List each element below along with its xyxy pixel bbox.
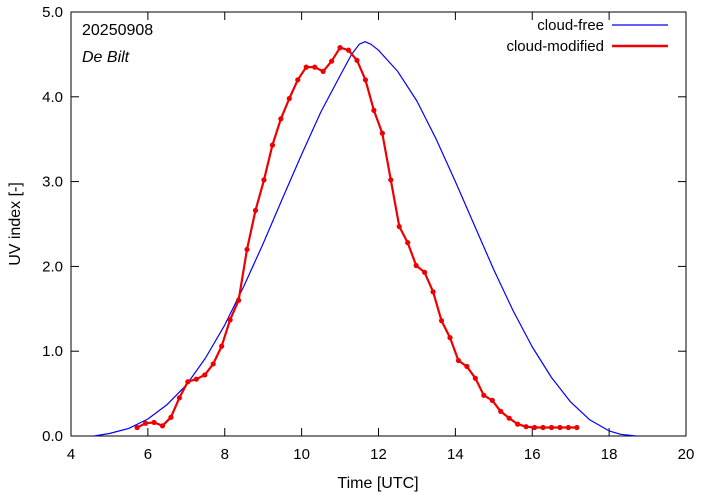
data-point-cloud-modified: [548, 424, 555, 431]
data-point-cloud-modified: [379, 130, 385, 136]
data-point-cloud-modified: [531, 424, 538, 431]
data-point-cloud-modified: [388, 177, 394, 183]
data-point-cloud-modified: [481, 392, 487, 398]
data-point-cloud-modified: [168, 414, 174, 420]
data-point-cloud-modified: [210, 361, 216, 367]
data-point-cloud-modified: [142, 420, 149, 426]
data-point-cloud-modified: [489, 397, 495, 403]
data-point-cloud-modified: [252, 207, 259, 214]
data-point-cloud-modified: [354, 57, 360, 63]
location-annotation: De Bilt: [82, 49, 130, 66]
data-point-cloud-modified: [438, 318, 445, 324]
y-tick-label: 1.0: [42, 343, 63, 360]
data-point-cloud-modified: [286, 95, 292, 102]
data-point-cloud-modified: [557, 424, 563, 431]
x-tick-label: 6: [144, 446, 152, 463]
date-annotation: 20250908: [82, 22, 153, 39]
data-point-cloud-modified: [337, 45, 343, 51]
data-point-cloud-modified: [235, 297, 242, 303]
data-point-cloud-modified: [413, 262, 419, 269]
data-point-cloud-modified: [565, 424, 571, 431]
data-point-cloud-modified: [219, 343, 225, 349]
y-axis-ticks: 0.0 1.0 2.0 3.0 4.0 5.0: [42, 4, 686, 445]
y-tick-label: 5.0: [42, 4, 63, 21]
x-tick-label: 10: [293, 446, 310, 463]
legend-label-cloud-modified: cloud-modified: [506, 38, 604, 55]
data-point-cloud-modified: [159, 423, 166, 429]
x-tick-label: 14: [447, 446, 464, 463]
data-point-cloud-modified: [345, 47, 352, 53]
data-point-cloud-modified: [396, 223, 402, 230]
data-point-cloud-modified: [185, 379, 191, 385]
data-point-cloud-modified: [244, 246, 250, 253]
data-point-cloud-modified: [455, 357, 462, 364]
data-point-cloud-modified: [227, 317, 233, 323]
y-axis-title: UV index [-]: [7, 182, 24, 266]
data-point-cloud-modified: [498, 408, 504, 415]
data-point-cloud-modified: [295, 77, 301, 83]
x-tick-label: 16: [524, 446, 541, 463]
data-point-cloud-modified: [329, 58, 335, 64]
data-point-cloud-modified: [134, 424, 140, 431]
data-point-cloud-modified: [371, 107, 377, 113]
x-axis-title: Time [UTC]: [337, 475, 418, 492]
data-point-cloud-modified: [506, 415, 512, 421]
plot-frame: [70, 11, 687, 437]
y-tick-label: 4.0: [42, 89, 63, 106]
y-tick-label: 0.0: [42, 428, 63, 445]
y-tick-label: 2.0: [42, 258, 63, 275]
data-point-cloud-modified: [515, 421, 521, 427]
series-layer: [94, 41, 637, 437]
data-point-cloud-modified: [278, 116, 284, 122]
data-point-cloud-modified: [447, 335, 453, 341]
x-tick-label: 12: [370, 446, 387, 463]
data-point-cloud-modified: [464, 363, 470, 370]
x-tick-label: 18: [601, 446, 618, 463]
axes: [70, 11, 687, 437]
data-point-cloud-modified: [523, 424, 529, 430]
data-point-cloud-modified: [261, 177, 267, 183]
data-point-cloud-modified: [472, 375, 478, 381]
data-point-cloud-modified: [540, 424, 546, 431]
data-point-cloud-modified: [303, 64, 309, 70]
data-point-cloud-modified: [320, 68, 326, 74]
data-point-cloud-modified: [362, 77, 369, 83]
series-line-cloud-modified: [136, 46, 577, 429]
data-point-cloud-modified: [269, 142, 276, 148]
y-tick-label: 3.0: [42, 174, 63, 191]
legend-label-cloud-free: cloud-free: [537, 17, 604, 34]
data-point-cloud-modified: [312, 64, 318, 70]
data-point-cloud-modified: [422, 269, 428, 275]
data-point-cloud-modified: [151, 419, 157, 426]
data-point-cloud-modified: [430, 289, 436, 295]
x-axis-ticks: 4 6 8 10 12 14 16 18 20: [67, 12, 695, 463]
series-line-cloud-free: [94, 41, 637, 437]
data-point-cloud-modified: [193, 376, 199, 382]
data-point-cloud-modified: [202, 372, 208, 378]
x-tick-label: 4: [67, 446, 75, 463]
legend: cloud-free cloud-modified: [506, 17, 668, 55]
x-tick-label: 8: [221, 446, 229, 463]
data-point-cloud-modified: [405, 240, 411, 246]
data-point-cloud-modified: [176, 395, 182, 401]
data-point-cloud-modified: [574, 424, 580, 431]
x-tick-label: 20: [678, 446, 695, 463]
